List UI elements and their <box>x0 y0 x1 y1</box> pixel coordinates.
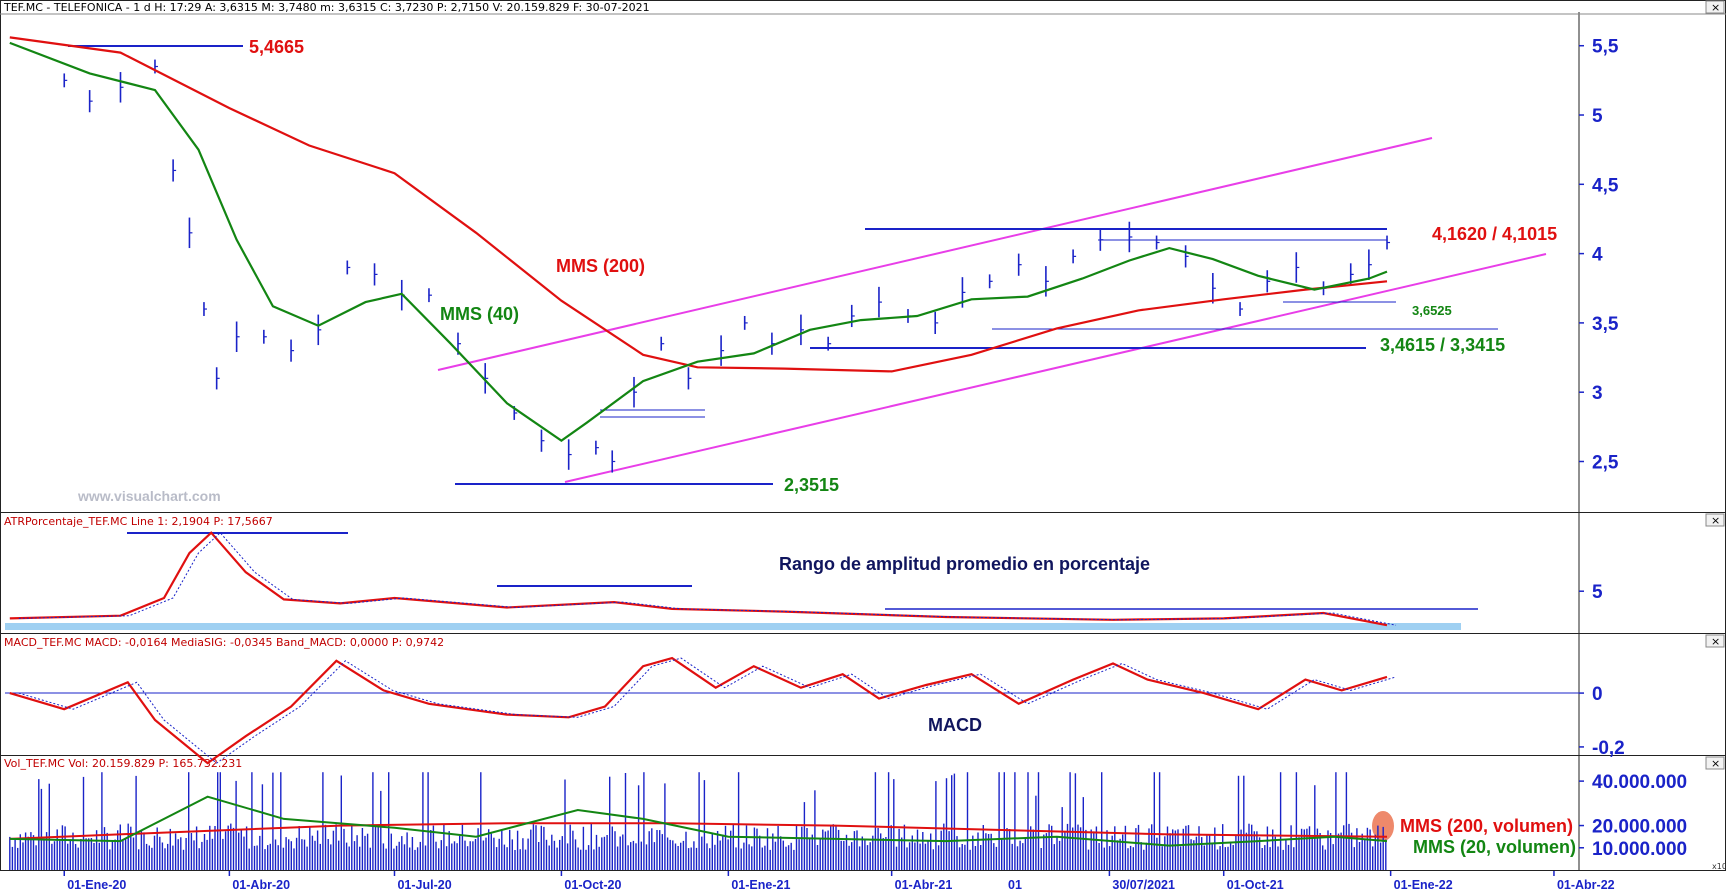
volume-layer <box>9 772 1388 870</box>
macd-line-signal <box>18 657 1397 764</box>
vol-mms-200-label: MMS (200, volumen) <box>1400 816 1573 836</box>
atr-line <box>9 531 1388 627</box>
channel-upper-line <box>437 137 1433 371</box>
x-tick-label: 01-Oct-21 <box>1227 878 1284 892</box>
y-tick-label: 5,5 <box>1592 37 1619 58</box>
atr-line-signal <box>18 531 1397 626</box>
y-tick-label: 5 <box>1592 582 1603 603</box>
vol-mms-20-label: MMS (20, volumen) <box>1413 837 1576 857</box>
y-tick-label: 2,5 <box>1592 452 1619 473</box>
price-annotation: 4,1620 / 4,1015 <box>1432 224 1557 244</box>
x-tick-label: 01-Ene-22 <box>1394 878 1453 892</box>
x-tick-label: 01-Abr-21 <box>895 878 953 892</box>
vol-close-button[interactable]: × <box>1705 756 1725 770</box>
scale-toggle[interactable]: x10 <box>1712 862 1726 871</box>
x-tick-label: 01-Ene-20 <box>67 878 126 892</box>
indicator-layer <box>9 531 1397 765</box>
y-tick-label: 4,5 <box>1592 175 1619 196</box>
price-annotation: MMS (40) <box>440 304 519 324</box>
close-icon: × <box>1711 1 1720 14</box>
mms-200-line <box>9 36 1388 373</box>
vol-mms-20-line <box>9 795 1388 847</box>
y-tick-label: 10.000.000 <box>1592 839 1687 860</box>
close-icon: × <box>1711 635 1720 648</box>
price-annotation: 3,4615 / 3,3415 <box>1380 335 1505 355</box>
y-tick-label: -0,2 <box>1592 738 1625 759</box>
price-annotation: 3,6525 <box>1412 303 1452 318</box>
x-tick-label: 01-Oct-20 <box>564 878 621 892</box>
y-tick-label: 5 <box>1592 106 1603 127</box>
price-panel-header: TEF.MC - TELEFONICA - 1 d H: 17:29 A: 3,… <box>3 1 650 14</box>
axes-layer: 5,5 5 4,5 4 3,5 3 2,5 5 0 -0,2 40.000.000 20.000.00… <box>63 37 1687 892</box>
vol-mms-200-line <box>9 822 1388 840</box>
trendline-drawings <box>5 45 1579 841</box>
atr-panel-header: ATRPorcentaje_TEF.MC Line 1: 2,1904 P: 1… <box>4 515 273 528</box>
macd-title: MACD <box>928 715 982 735</box>
watermark: www.visualchart.com <box>77 488 221 504</box>
annotation-layer: 5,4665 MMS (200) MMS (40) 2,3515 4,1620 / 4,… <box>249 37 1576 857</box>
y-tick-label: 20.000.000 <box>1592 817 1687 838</box>
vol-panel-header: Vol_TEF.MC Vol: 20.159.829 P: 165.732.23… <box>4 757 242 770</box>
atr-close-button[interactable]: × <box>1705 513 1725 527</box>
y-tick-label: 40.000.000 <box>1592 772 1687 793</box>
x-tick-label: 01-Ene-21 <box>731 878 790 892</box>
y-tick-label: 3 <box>1592 383 1603 404</box>
price-annotation: MMS (200) <box>556 256 645 276</box>
mms-40-line <box>9 41 1388 443</box>
price-close-button[interactable]: × <box>1705 0 1725 14</box>
x-tick-label: 01-Abr-20 <box>232 878 290 892</box>
y-tick-label: 4 <box>1592 245 1603 266</box>
macd-close-button[interactable]: × <box>1705 634 1725 648</box>
close-icon: × <box>1711 757 1720 770</box>
atr-title: Rango de amplitud promedio en porcentaje <box>779 554 1150 574</box>
x-tick-label: 01-Jul-20 <box>397 878 451 892</box>
price-layer <box>9 36 1391 473</box>
close-icon: × <box>1711 514 1720 527</box>
macd-line <box>9 656 1388 765</box>
cursor-marker: 01 <box>1008 878 1022 892</box>
channel-lower-line <box>564 253 1547 483</box>
macd-panel-header: MACD_TEF.MC MACD: -0,0164 MediaSIG: -0,0… <box>4 636 444 649</box>
y-tick-label: 3,5 <box>1592 314 1619 335</box>
price-annotation: 2,3515 <box>784 475 839 495</box>
price-annotation: 5,4665 <box>249 37 304 57</box>
x-tick-label: 30/07/2021 <box>1112 878 1175 892</box>
atr-baseline-band <box>5 623 1461 630</box>
price-panel-frame <box>0 0 1726 513</box>
x-tick-label: 01-Abr-22 <box>1557 878 1615 892</box>
macd-panel-frame <box>0 633 1726 756</box>
y-tick-label: 0 <box>1592 684 1603 705</box>
